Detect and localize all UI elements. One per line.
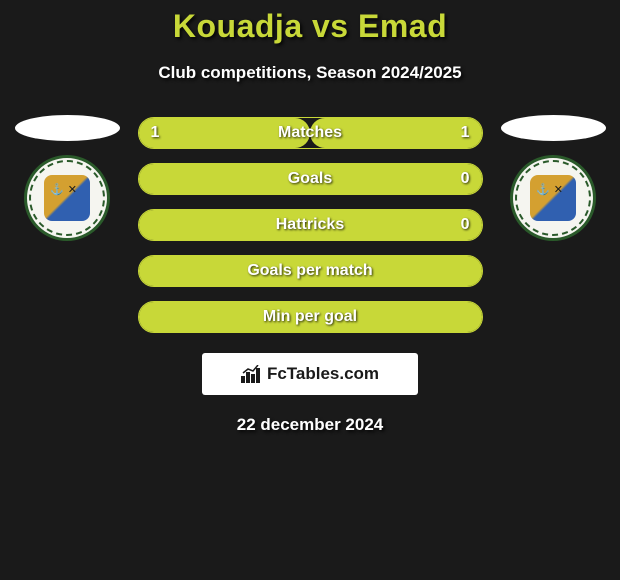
left-player-column [15, 115, 120, 241]
stat-label: Matches [278, 124, 342, 142]
stat-label: Min per goal [263, 308, 357, 326]
right-club-badge [510, 155, 596, 241]
left-player-avatar [15, 115, 120, 141]
stats-column: 1 Matches 1 Goals 0 Hattricks 0 Goals pe… [138, 117, 483, 333]
stat-right-value: 0 [461, 170, 470, 188]
right-player-column [501, 115, 606, 241]
left-club-badge [24, 155, 110, 241]
stat-row-goals: Goals 0 [138, 163, 483, 195]
shield-icon [44, 175, 90, 221]
page-title: Kouadja vs Emad [0, 8, 620, 45]
date-text: 22 december 2024 [0, 415, 620, 435]
stat-label: Hattricks [276, 216, 344, 234]
main-row: 1 Matches 1 Goals 0 Hattricks 0 Goals pe… [0, 115, 620, 333]
shield-icon [530, 175, 576, 221]
brand-box[interactable]: FcTables.com [202, 353, 418, 395]
stat-row-matches: 1 Matches 1 [138, 117, 483, 149]
competition-subtitle: Club competitions, Season 2024/2025 [0, 63, 620, 83]
stat-right-value: 1 [461, 124, 470, 142]
stat-left-value: 1 [151, 124, 160, 142]
bar-chart-icon [241, 365, 263, 383]
right-player-avatar [501, 115, 606, 141]
stat-label: Goals per match [247, 262, 372, 280]
stat-row-goals-per-match: Goals per match [138, 255, 483, 287]
stat-row-min-per-goal: Min per goal [138, 301, 483, 333]
brand-label: FcTables.com [267, 364, 379, 384]
stat-row-hattricks: Hattricks 0 [138, 209, 483, 241]
stat-right-value: 0 [461, 216, 470, 234]
stat-label: Goals [288, 170, 332, 188]
comparison-card: Kouadja vs Emad Club competitions, Seaso… [0, 0, 620, 435]
